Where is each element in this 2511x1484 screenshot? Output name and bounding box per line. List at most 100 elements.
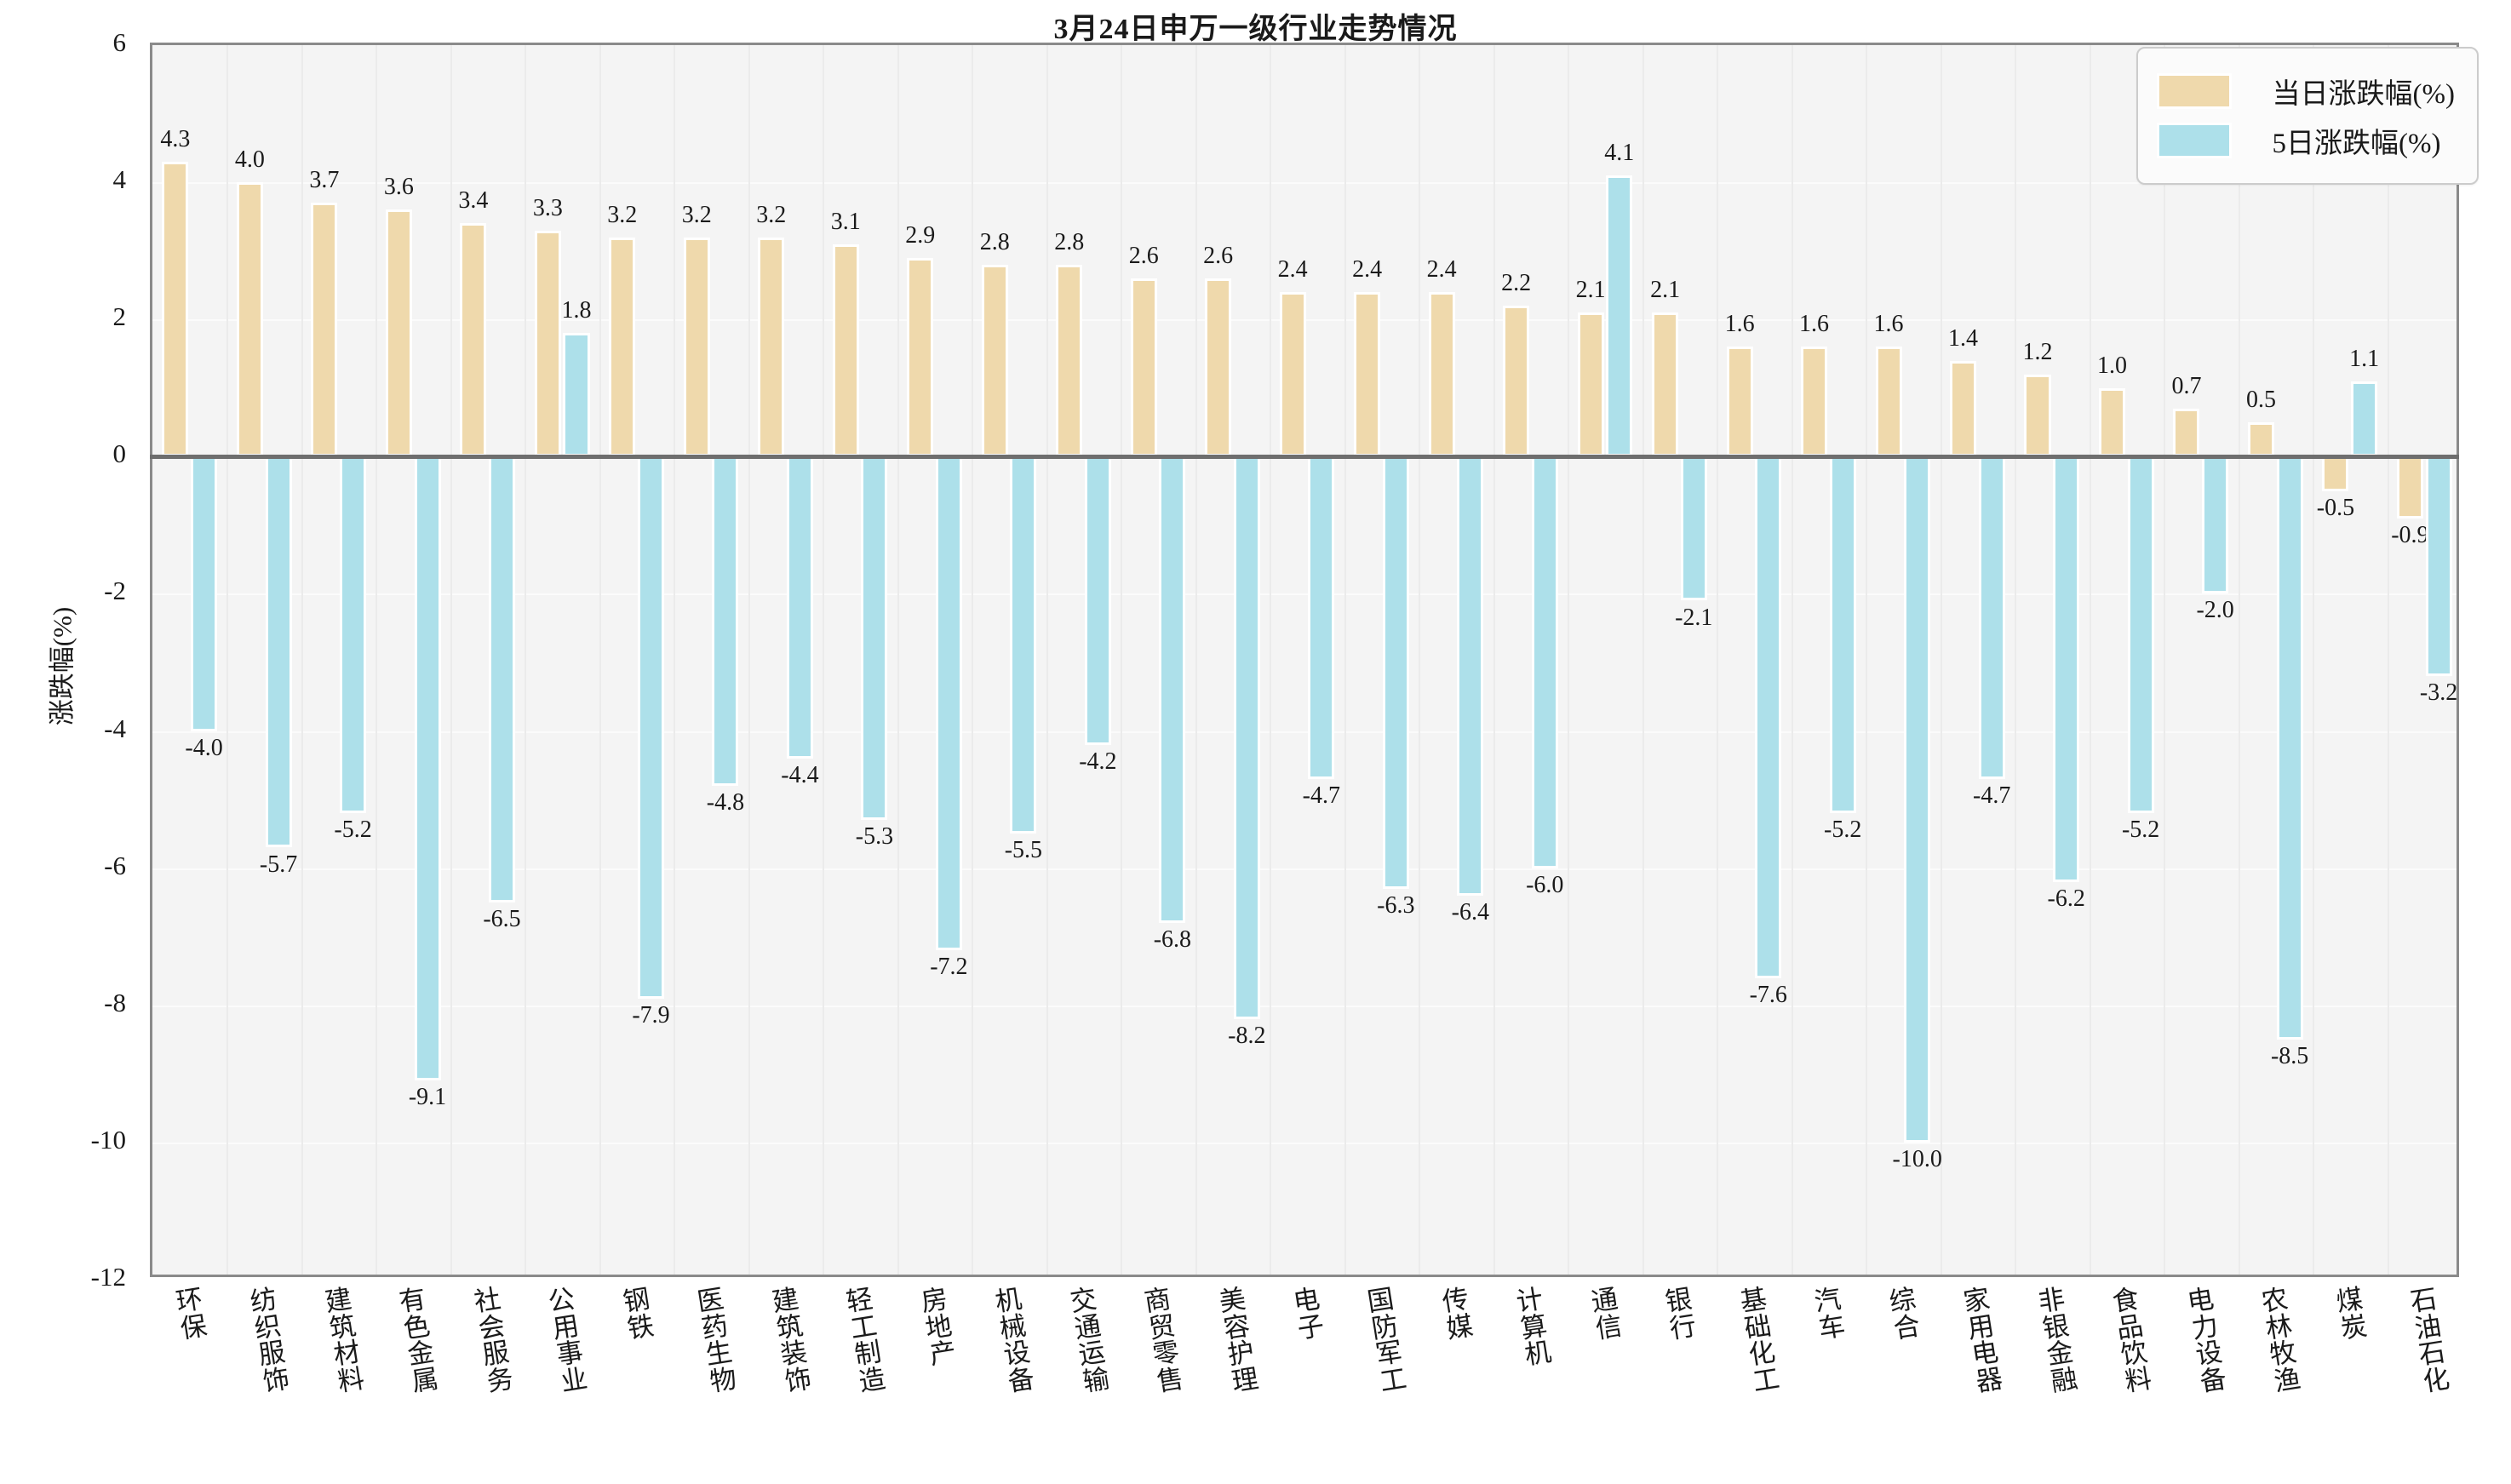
bar-daily[interactable] — [2322, 456, 2349, 491]
bar-daily[interactable] — [1428, 292, 1455, 457]
bar-value-label: -2.0 — [2196, 597, 2234, 624]
bar-daily[interactable] — [981, 264, 1008, 457]
bar-five-day[interactable] — [414, 456, 441, 1081]
bar-five-day[interactable] — [1829, 456, 1856, 814]
bar-five-day[interactable] — [1010, 456, 1037, 834]
bar-five-day[interactable] — [1531, 456, 1558, 868]
bar-daily[interactable] — [236, 182, 263, 457]
v-gridline — [2089, 45, 2091, 1275]
bar-five-day[interactable] — [1680, 456, 1707, 601]
bar-five-day[interactable] — [637, 456, 664, 999]
bar-value-label: 1.6 — [1873, 311, 1904, 338]
bar-daily[interactable] — [2173, 408, 2200, 457]
bar-five-day[interactable] — [2276, 456, 2303, 1040]
bar-daily[interactable] — [1205, 278, 1232, 457]
bar-value-label: -6.5 — [483, 905, 521, 932]
bar-five-day[interactable] — [2351, 381, 2378, 457]
v-gridline — [1568, 45, 1570, 1275]
bar-value-label: 2.8 — [979, 228, 1010, 255]
bar-daily[interactable] — [609, 237, 636, 457]
bar-daily[interactable] — [1279, 292, 1306, 457]
bar-daily[interactable] — [1726, 347, 1753, 457]
legend-swatch-five-day — [2156, 123, 2232, 158]
bar-five-day[interactable] — [1904, 456, 1931, 1143]
bar-daily[interactable] — [311, 203, 338, 457]
bar-daily[interactable] — [1875, 347, 1902, 457]
bar-daily[interactable] — [832, 244, 859, 457]
y-tick-4: 4 — [112, 164, 127, 195]
bar-five-day[interactable] — [1308, 456, 1335, 779]
bar-five-day[interactable] — [1382, 456, 1409, 889]
y-axis-tick-labels: 6 4 2 0 -2 -4 -6 -8 -10 -12 — [0, 0, 150, 1484]
bar-five-day[interactable] — [712, 456, 739, 786]
bar-five-day[interactable] — [1978, 456, 2005, 779]
bar-five-day[interactable] — [1233, 456, 1260, 1019]
x-category-31: 石油石化 — [2408, 1283, 2452, 1397]
bar-value-label: 3.7 — [309, 167, 340, 194]
legend-item-daily[interactable]: 当日涨跌幅(%) — [2156, 71, 2455, 112]
chart-legend: 当日涨跌幅(%) 5日涨跌幅(%) — [2135, 47, 2479, 185]
bar-daily[interactable] — [460, 223, 487, 457]
bar-daily[interactable] — [907, 257, 934, 457]
bar-five-day[interactable] — [265, 456, 292, 848]
bar-five-day[interactable] — [1084, 456, 1111, 745]
v-gridline — [1717, 45, 1719, 1275]
bar-value-label: 3.4 — [458, 187, 489, 215]
v-gridline — [1419, 45, 1421, 1275]
bar-value-label: 0.5 — [2245, 387, 2276, 414]
bar-five-day[interactable] — [2127, 456, 2154, 814]
v-gridline — [1642, 45, 1644, 1275]
bar-five-day[interactable] — [1159, 456, 1186, 924]
legend-label-daily: 当日涨跌幅(%) — [2272, 79, 2455, 110]
legend-item-five-day[interactable]: 5日涨跌幅(%) — [2156, 120, 2455, 161]
bar-value-label: -6.8 — [1153, 926, 1192, 954]
bar-daily[interactable] — [1056, 264, 1083, 457]
bar-five-day[interactable] — [340, 456, 367, 814]
bar-daily[interactable] — [2247, 422, 2274, 457]
x-category-12: 机械设备 — [993, 1283, 1037, 1397]
bar-five-day[interactable] — [1606, 175, 1633, 457]
bar-five-day[interactable] — [488, 456, 516, 902]
bar-five-day[interactable] — [2202, 456, 2229, 594]
bar-five-day[interactable] — [2425, 456, 2452, 677]
bar-five-day[interactable] — [935, 456, 962, 951]
bar-value-label: -3.2 — [2419, 679, 2458, 707]
plot-area: 4.3 -4.0 4.0 -5.7 3.7 -5.2 3.6 -9.1 3.4 -6.5 3.3 1.… — [150, 43, 2459, 1277]
bar-daily[interactable] — [385, 209, 412, 457]
bar-daily[interactable] — [1801, 347, 1828, 457]
bar-daily[interactable] — [1652, 312, 1679, 457]
bar-five-day[interactable] — [1755, 456, 1782, 978]
zero-axis-line — [150, 455, 2459, 460]
bar-value-label: 3.2 — [681, 201, 712, 228]
bar-daily[interactable] — [1949, 360, 1977, 457]
bar-five-day[interactable] — [563, 333, 590, 457]
bar-value-label: 1.8 — [561, 297, 592, 324]
y-tick-neg10: -10 — [90, 1124, 126, 1155]
x-category-5: 社会服务 — [472, 1283, 515, 1397]
bar-daily[interactable] — [1130, 278, 1157, 457]
v-gridline — [823, 45, 825, 1275]
bar-daily[interactable] — [534, 230, 561, 457]
bar-daily[interactable] — [1577, 312, 1604, 457]
bar-daily[interactable] — [758, 237, 785, 457]
bar-five-day[interactable] — [861, 456, 888, 821]
bar-five-day[interactable] — [1457, 456, 1484, 896]
bar-daily[interactable] — [1354, 292, 1381, 457]
bar-daily[interactable] — [1503, 306, 1530, 457]
v-gridline — [226, 45, 229, 1275]
bar-value-label: 2.4 — [1352, 256, 1383, 283]
bar-five-day[interactable] — [2053, 456, 2080, 882]
bar-daily[interactable] — [162, 161, 189, 457]
bar-value-label: -0.5 — [2316, 494, 2355, 521]
x-category-1: 环保 — [174, 1283, 209, 1344]
bar-daily[interactable] — [2396, 456, 2423, 519]
bar-value-label: -0.9 — [2391, 521, 2429, 548]
bar-five-day[interactable] — [786, 456, 813, 759]
bar-daily[interactable] — [2098, 387, 2125, 457]
bar-five-day[interactable] — [191, 456, 218, 731]
bar-daily[interactable] — [2024, 374, 2051, 457]
x-category-9: 建筑装饰 — [769, 1283, 813, 1397]
v-gridline — [1195, 45, 1197, 1275]
x-category-15: 美容护理 — [1216, 1283, 1260, 1397]
bar-daily[interactable] — [683, 237, 710, 457]
